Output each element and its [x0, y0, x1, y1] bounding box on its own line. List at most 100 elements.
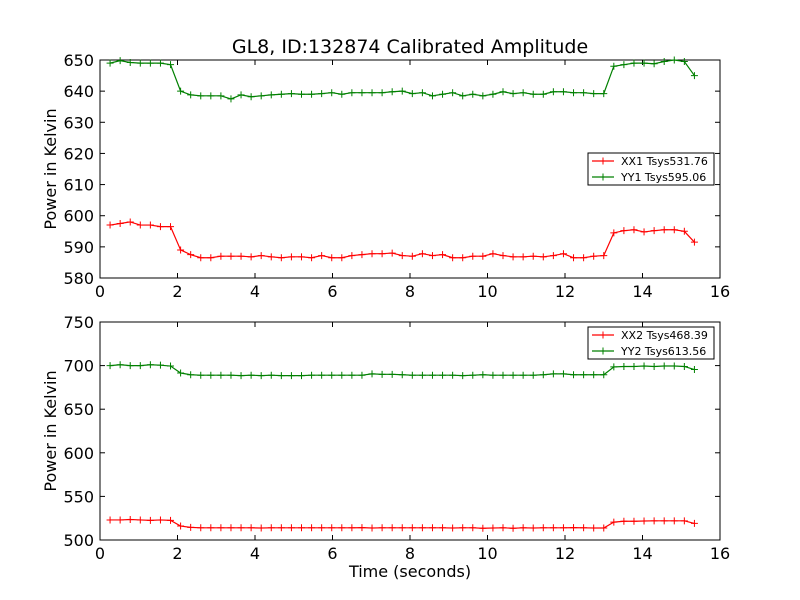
- data-point: [600, 90, 608, 98]
- data-point: [469, 252, 477, 260]
- y-axis-label: Power in Kelvin: [41, 108, 60, 229]
- y-tick-label: 630: [63, 113, 94, 132]
- data-point: [368, 89, 376, 97]
- x-tick-label: 14: [632, 544, 652, 563]
- data-point: [620, 227, 628, 235]
- data-point: [126, 516, 134, 524]
- data-point: [257, 252, 265, 260]
- data-point: [418, 524, 426, 532]
- data-point: [328, 371, 336, 379]
- legend: XX2 Tsys468.39 YY2 Tsys613.56: [587, 326, 715, 360]
- data-point: [509, 371, 517, 379]
- data-point: [237, 524, 245, 532]
- data-point: [136, 362, 144, 370]
- data-point: [257, 524, 265, 532]
- data-point: [590, 252, 598, 260]
- data-point: [187, 523, 195, 531]
- data-point: [378, 89, 386, 97]
- data-point: [237, 91, 245, 99]
- data-point: [549, 88, 557, 96]
- x-tick-label: 4: [250, 282, 260, 301]
- data-point: [398, 371, 406, 379]
- data-point: [590, 371, 598, 379]
- data-point: [227, 371, 235, 379]
- legend-swatch-marker: [599, 157, 607, 165]
- data-point: [207, 254, 215, 262]
- data-point: [217, 252, 225, 260]
- data-point: [570, 524, 578, 532]
- data-point: [418, 89, 426, 97]
- data-point: [519, 253, 527, 261]
- data-point: [499, 371, 507, 379]
- data-point: [690, 366, 698, 374]
- data-point: [146, 59, 154, 67]
- data-point: [368, 370, 376, 378]
- y-tick-label: 500: [63, 531, 94, 550]
- data-point: [287, 524, 295, 532]
- data-point: [610, 363, 618, 371]
- data-point: [408, 252, 416, 260]
- data-point: [197, 371, 205, 379]
- data-point: [106, 59, 114, 67]
- data-point: [670, 56, 678, 64]
- data-point: [398, 87, 406, 95]
- x-tick-label: 4: [250, 544, 260, 563]
- data-point: [277, 372, 285, 380]
- y-tick-label: 750: [63, 313, 94, 332]
- data-point: [489, 524, 497, 532]
- data-point: [519, 524, 527, 532]
- data-point: [499, 88, 507, 96]
- data-point: [660, 362, 668, 370]
- data-point: [328, 254, 336, 262]
- data-point: [116, 220, 124, 227]
- data-point: [298, 372, 305, 380]
- data-point: [469, 524, 477, 532]
- data-point: [439, 90, 447, 98]
- data-point: [408, 371, 416, 379]
- data-point: [187, 91, 195, 99]
- data-point: [519, 89, 527, 97]
- data-point: [398, 252, 406, 260]
- data-point: [580, 371, 588, 379]
- data-point: [287, 90, 295, 98]
- data-point: [600, 524, 608, 532]
- data-point: [388, 88, 396, 96]
- data-point: [247, 371, 255, 379]
- data-point: [680, 517, 688, 525]
- y-tick-label: 550: [63, 487, 94, 506]
- data-point: [680, 58, 688, 66]
- data-point: [650, 227, 658, 235]
- data-point: [600, 371, 608, 379]
- data-point: [298, 524, 305, 532]
- data-point: [650, 362, 658, 370]
- data-point: [247, 93, 255, 101]
- y-tick-label: 650: [63, 400, 94, 419]
- data-point: [197, 254, 205, 262]
- data-point: [177, 87, 185, 95]
- data-point: [348, 371, 356, 379]
- data-point: [388, 249, 396, 257]
- data-point: [408, 524, 416, 532]
- y-tick-label: 700: [63, 357, 94, 376]
- data-point: [660, 517, 668, 525]
- data-point: [116, 516, 124, 524]
- data-point: [136, 221, 144, 229]
- legend-swatch-marker: [599, 347, 607, 355]
- data-point: [610, 229, 618, 237]
- data-point: [197, 524, 205, 532]
- data-point: [308, 90, 316, 98]
- data-point: [146, 516, 154, 524]
- data-point: [388, 370, 396, 378]
- data-point: [267, 253, 275, 261]
- data-point: [489, 371, 497, 379]
- data-point: [549, 370, 557, 378]
- data-point: [640, 228, 648, 236]
- data-point: [358, 524, 366, 532]
- data-point: [106, 221, 114, 229]
- data-point: [479, 371, 487, 379]
- data-point: [418, 250, 426, 258]
- data-point: [338, 254, 346, 262]
- y-tick-label: 580: [63, 269, 94, 288]
- data-point: [489, 90, 497, 98]
